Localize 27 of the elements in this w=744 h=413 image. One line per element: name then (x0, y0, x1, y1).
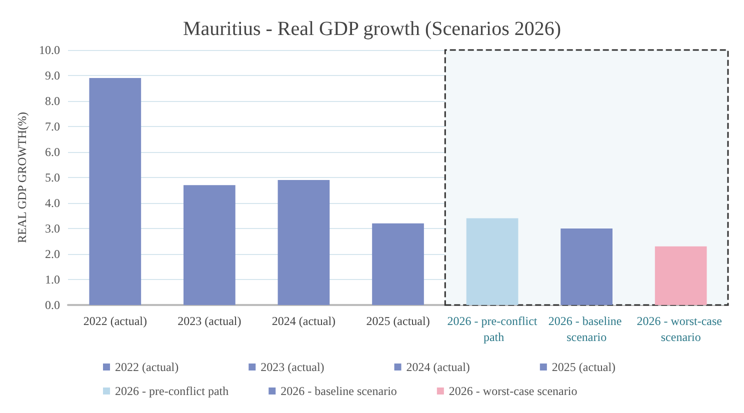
x-tick-label: 2025 (actual) (366, 314, 430, 328)
x-tick-label: 2022 (actual) (83, 314, 147, 328)
y-tick-label: 0.0 (45, 298, 60, 312)
x-tick-label: 2026 - baseline scenario (548, 314, 625, 344)
legend-label: 2026 - baseline scenario (280, 384, 397, 398)
legend-label: 2026 - pre-conflict path (115, 384, 229, 398)
legend-label: 2023 (actual) (260, 360, 324, 374)
y-axis-title: REAL GDP GROWTH(%) (15, 112, 30, 244)
y-tick-label: 8.0 (45, 94, 60, 108)
x-tick-label: 2026 - pre-conflict path (447, 314, 538, 344)
legend-label: 2024 (actual) (406, 360, 470, 374)
legend-label: 2026 - worst-case scenario (448, 384, 578, 398)
y-tick-label: 4.0 (45, 196, 60, 210)
legend-label: 2022 (actual) (115, 360, 179, 374)
y-tick-label: 10.0 (39, 43, 60, 57)
chart-title: Mauritius - Real GDP growth (Scenarios 2026) (182, 18, 562, 40)
y-tick-label: 5.0 (45, 170, 60, 184)
y-tick-label: 9.0 (45, 68, 60, 82)
x-tick-label: 2026 - worst-case scenario (636, 314, 726, 344)
y-tick-label: 3.0 (45, 222, 60, 236)
legend-label: 2025 (actual) (552, 360, 616, 374)
x-tick-label: 2024 (actual) (272, 314, 336, 328)
y-tick-label: 7.0 (45, 120, 60, 134)
x-tick-label: 2023 (actual) (178, 314, 242, 328)
y-tick-label: 2.0 (45, 247, 60, 261)
y-tick-label: 1.0 (45, 272, 60, 286)
y-tick-label: 6.0 (45, 145, 60, 159)
